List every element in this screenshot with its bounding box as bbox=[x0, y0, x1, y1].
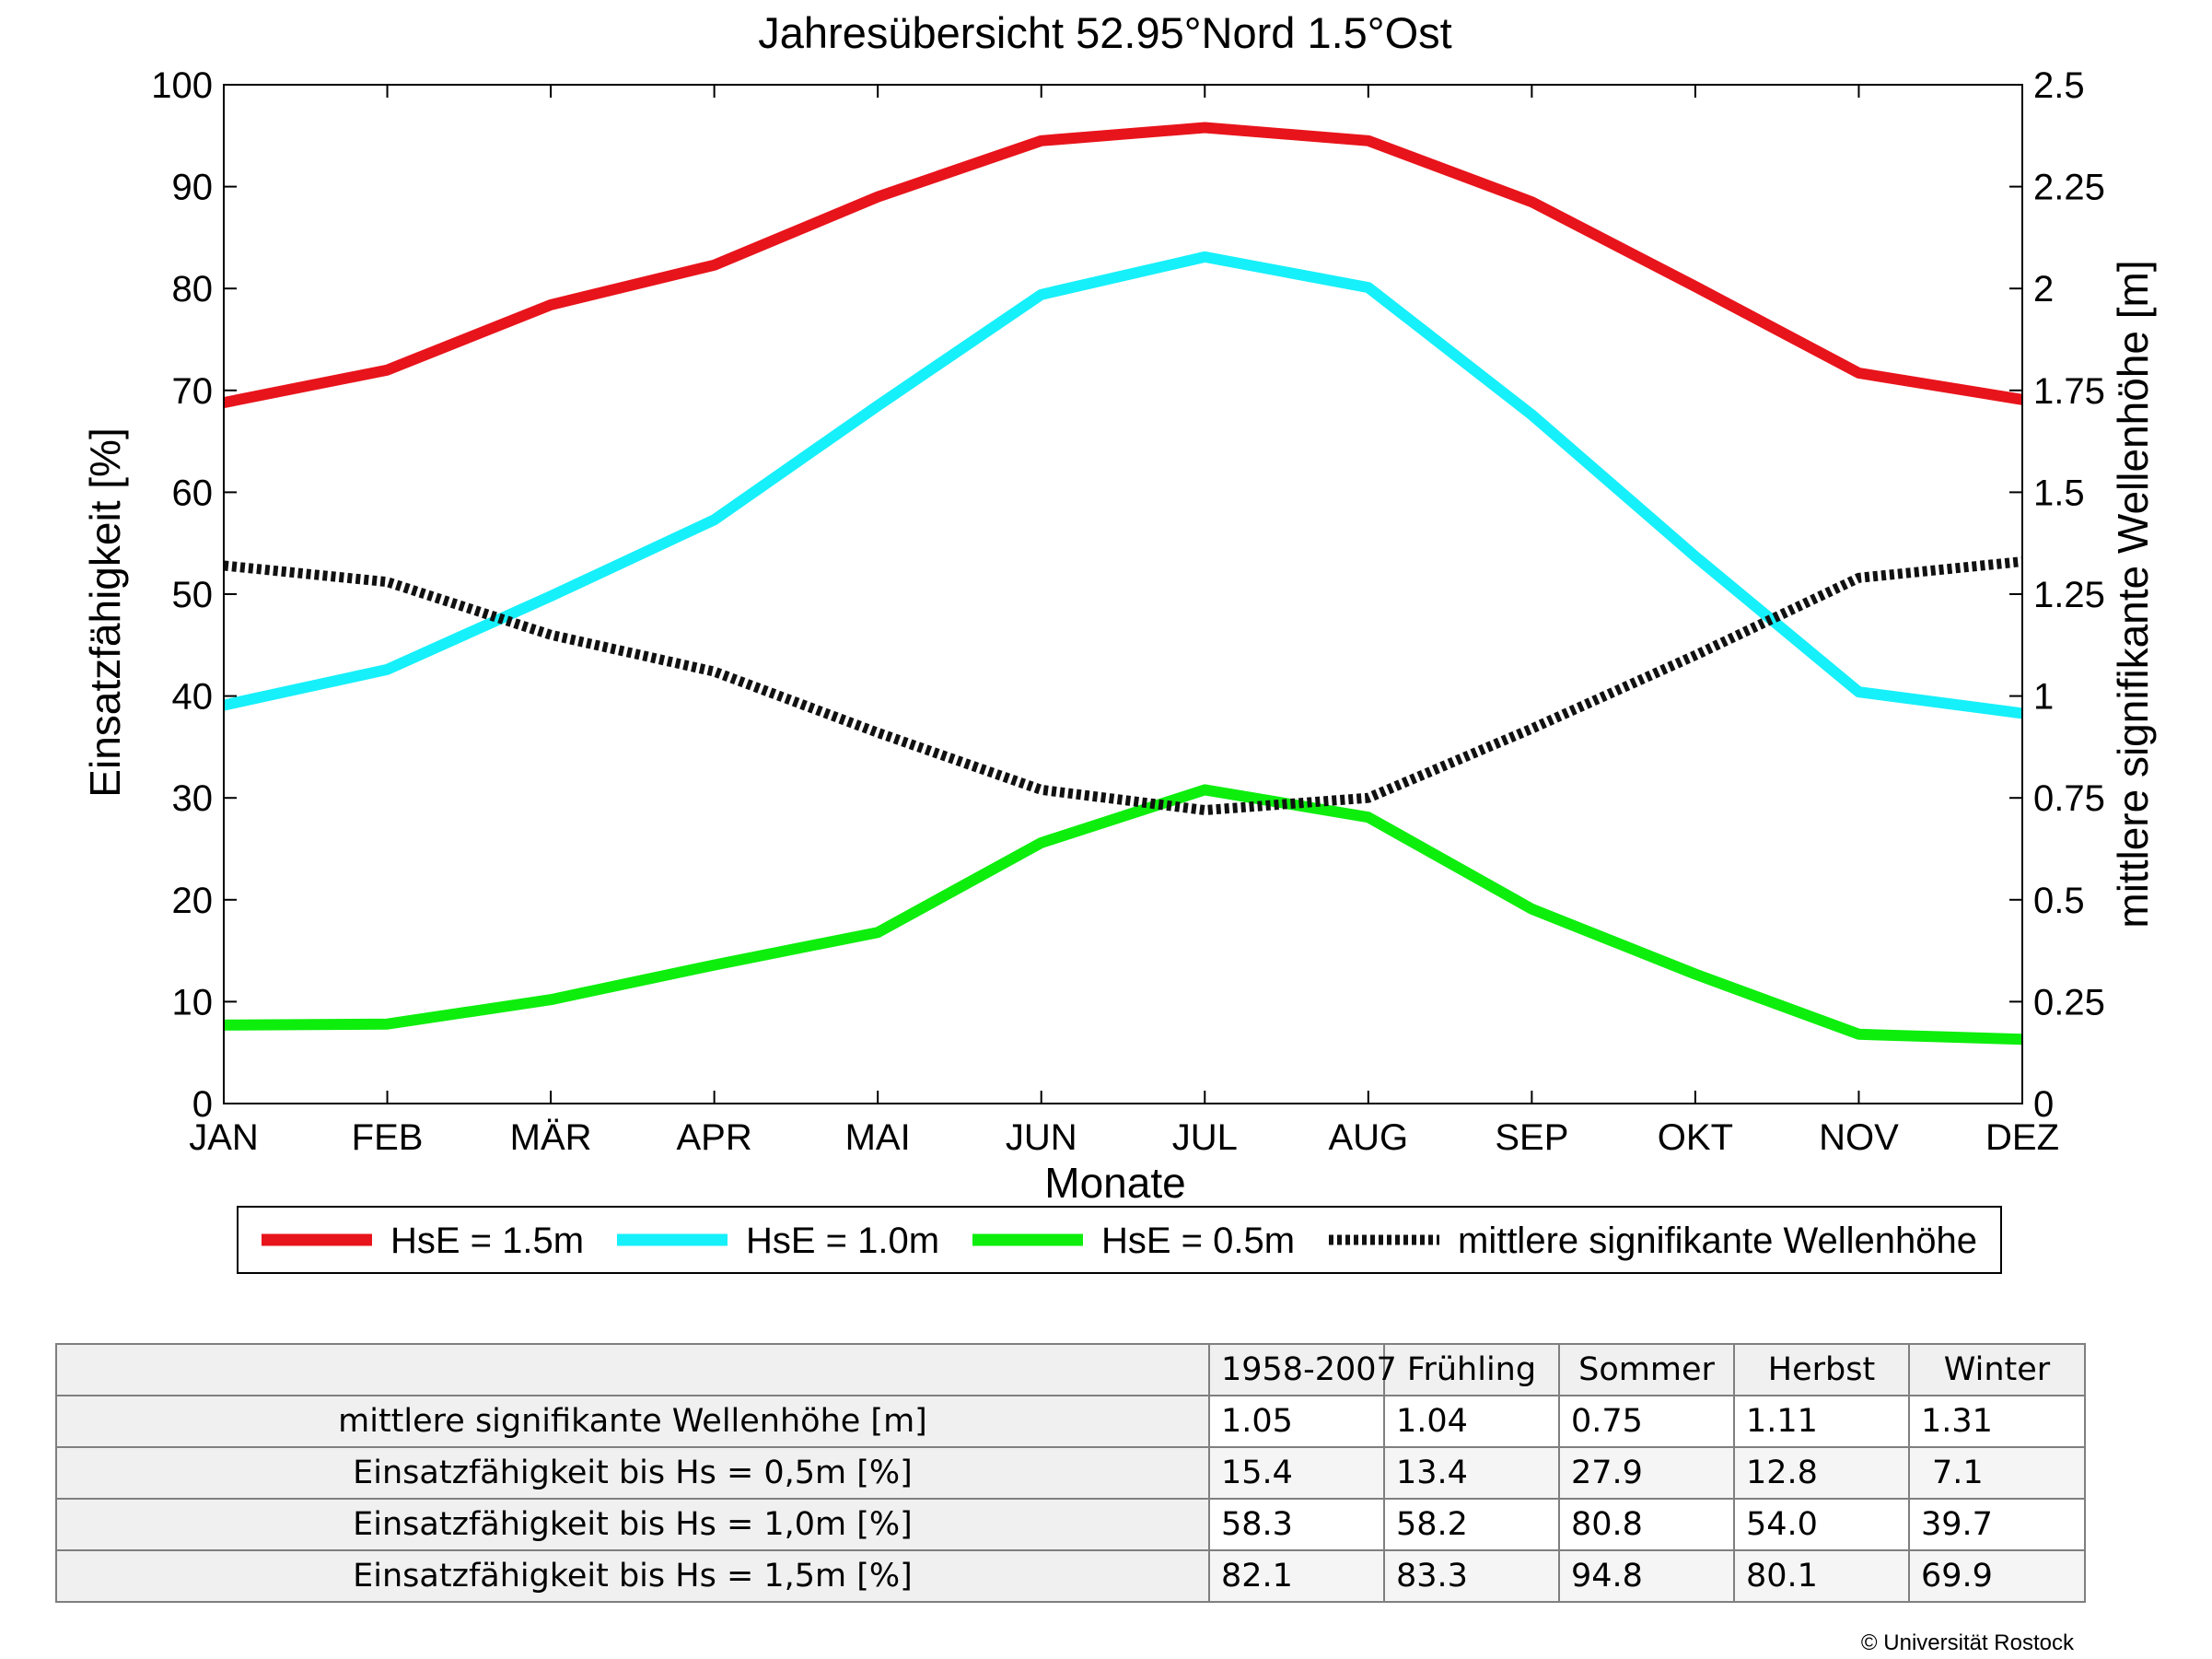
x-axis-label: Monate bbox=[1044, 1159, 1185, 1207]
y2-tick-label: 0 bbox=[2033, 1084, 2054, 1125]
legend-label: HsE = 0.5m bbox=[1101, 1221, 1295, 1261]
legend-box bbox=[237, 1206, 2002, 1274]
copyright-notice: © Universität Rostock bbox=[1860, 1630, 2074, 1655]
table-corner-cell bbox=[55, 1343, 1210, 1396]
legend: HsE = 1.5m HsE = 1.0m HsE = 0.5m mittlere s… bbox=[237, 1206, 2002, 1274]
table-row: Einsatzfähigkeit bis Hs = 1,5m [%] 82.1 … bbox=[55, 1549, 2086, 1603]
y-tick-label: 40 bbox=[172, 677, 214, 718]
y2-tick-label: 1.5 bbox=[2033, 473, 2085, 513]
x-tick-label: SEP bbox=[1495, 1117, 1568, 1158]
y-tick-label: 50 bbox=[172, 575, 214, 615]
legend-label: HsE = 1.0m bbox=[746, 1221, 939, 1261]
table-cell: 94.8 bbox=[1558, 1549, 1735, 1603]
x-tick-label: AUG bbox=[1328, 1117, 1408, 1158]
y-tick-label: 0 bbox=[192, 1084, 213, 1125]
y-axis-label: Einsatzfähigkeit [%] bbox=[81, 427, 129, 797]
y2-tick-label: 2.5 bbox=[2033, 65, 2085, 106]
table-cell: 12.8 bbox=[1733, 1446, 1910, 1500]
row-label: Einsatzfähigkeit bis Hs = 0,5m [%] bbox=[55, 1446, 1210, 1500]
y2-tick-label: 0.75 bbox=[2033, 778, 2105, 819]
y-tick-label: 80 bbox=[172, 269, 214, 310]
legend-label: mittlere signifikante Wellenhöhe bbox=[1458, 1221, 1977, 1261]
x-tick-label: APR bbox=[677, 1117, 752, 1158]
y2-tick-label: 0.25 bbox=[2033, 982, 2105, 1022]
table-row: Einsatzfähigkeit bis Hs = 0,5m [%] 15.4 … bbox=[55, 1446, 2086, 1500]
x-tick-label: JUN bbox=[1006, 1117, 1077, 1158]
x-tick-label: FEB bbox=[352, 1117, 424, 1158]
axes: 0 10 20 30 40 50 60 70 80 90 100 0 0.25 0.5 0.75 1 1.25 1… bbox=[151, 65, 2105, 1158]
table-cell: 27.9 bbox=[1558, 1446, 1735, 1500]
statistics-table: 1958-2007 Frühling Sommer Herbst Winter … bbox=[55, 1343, 2086, 1603]
y-tick-label: 60 bbox=[172, 473, 214, 513]
table-cell: 58.2 bbox=[1383, 1498, 1560, 1551]
y-tick-label: 90 bbox=[172, 168, 214, 208]
row-label: mittlere signifikante Wellenhöhe [m] bbox=[55, 1395, 1210, 1448]
y2-tick-label: 2.25 bbox=[2033, 168, 2105, 208]
x-tick-label: JUL bbox=[1172, 1117, 1238, 1158]
y-tick-label: 20 bbox=[172, 881, 214, 921]
chart-title: Jahresübersicht 52.95°Nord 1.5°Ost bbox=[758, 8, 1451, 57]
y-tick-label: 10 bbox=[172, 982, 214, 1022]
plot-frame bbox=[223, 84, 2023, 1104]
row-label: Einsatzfähigkeit bis Hs = 1,0m [%] bbox=[55, 1498, 1210, 1551]
table-cell: 1.04 bbox=[1383, 1395, 1560, 1448]
table-row: mittlere signifikante Wellenhöhe [m] 1.0… bbox=[55, 1395, 2086, 1448]
chart: Jahresübersicht 52.95°Nord 1.5°Ost 01020… bbox=[81, 8, 2157, 1274]
y-tick-label: 100 bbox=[151, 65, 213, 106]
table-row: Einsatzfähigkeit bis Hs = 1,0m [%] 58.3 … bbox=[55, 1498, 2086, 1551]
y2-tick-label: 1 bbox=[2033, 677, 2054, 718]
y2-tick-label: 0.5 bbox=[2033, 881, 2085, 921]
y2-tick-label: 1.25 bbox=[2033, 575, 2105, 615]
table-cell: 69.9 bbox=[1908, 1549, 2086, 1603]
table-header: Herbst bbox=[1733, 1343, 1910, 1396]
table-cell: 80.1 bbox=[1733, 1549, 1910, 1603]
table-cell: 54.0 bbox=[1733, 1498, 1910, 1551]
y2-axis-label: mittlere signifikante Wellenhöhe [m] bbox=[2109, 260, 2157, 928]
table-header-row: 1958-2007 Frühling Sommer Herbst Winter bbox=[55, 1343, 2086, 1396]
table-cell: 1.05 bbox=[1208, 1395, 1385, 1448]
x-tick-label: MÄR bbox=[510, 1117, 592, 1158]
x-tick-label: NOV bbox=[1819, 1117, 1899, 1158]
x-tick-label: JAN bbox=[189, 1117, 259, 1158]
table-cell: 0.75 bbox=[1558, 1395, 1735, 1448]
table-cell: 7.1 bbox=[1908, 1446, 2086, 1500]
table-cell: 1.31 bbox=[1908, 1395, 2086, 1448]
series-line bbox=[222, 251, 2023, 719]
y2-tick-label: 2 bbox=[2033, 269, 2054, 310]
table-header: Frühling bbox=[1383, 1343, 1560, 1396]
table-cell: 39.7 bbox=[1908, 1498, 2086, 1551]
x-tick-label: DEZ bbox=[1985, 1117, 2059, 1158]
legend-label: HsE = 1.5m bbox=[390, 1221, 584, 1261]
table-header: 1958-2007 bbox=[1208, 1343, 1397, 1396]
table-cell: 58.3 bbox=[1208, 1498, 1385, 1551]
table-cell: 1.11 bbox=[1733, 1395, 1910, 1448]
table-header: Sommer bbox=[1558, 1343, 1735, 1396]
x-tick-label: OKT bbox=[1658, 1117, 1733, 1158]
table-header: Winter bbox=[1908, 1343, 2086, 1396]
row-label: Einsatzfähigkeit bis Hs = 1,5m [%] bbox=[55, 1549, 1210, 1603]
series-line bbox=[223, 784, 2023, 1046]
plot-area bbox=[222, 122, 2023, 1046]
table-cell: 80.8 bbox=[1558, 1498, 1735, 1551]
series-line bbox=[222, 122, 2023, 408]
table-cell: 82.1 bbox=[1208, 1549, 1385, 1603]
y-tick-label: 30 bbox=[172, 778, 214, 819]
y2-tick-label: 1.75 bbox=[2033, 371, 2105, 412]
table-cell: 83.3 bbox=[1383, 1549, 1560, 1603]
table-cell: 13.4 bbox=[1383, 1446, 1560, 1500]
x-tick-label: MAI bbox=[845, 1117, 911, 1158]
series-line bbox=[223, 556, 2023, 815]
y-tick-label: 70 bbox=[172, 371, 214, 412]
table-cell: 15.4 bbox=[1208, 1446, 1385, 1500]
